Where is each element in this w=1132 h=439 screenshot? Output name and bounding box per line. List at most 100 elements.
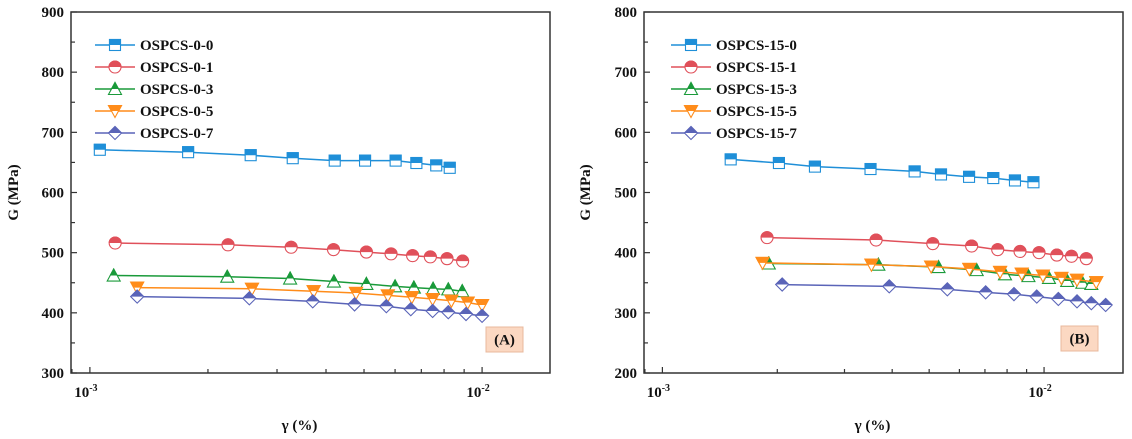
diamond-marker [458, 306, 474, 315]
legend-item: OSPCS-15-1 [671, 60, 797, 76]
circle-marker [760, 231, 774, 238]
data-point [406, 249, 420, 263]
legend-label: OSPCS-15-1 [716, 60, 797, 76]
data-point [443, 161, 456, 174]
y-tick-label: 700 [615, 65, 638, 81]
series-OSPCS-15-5 [755, 256, 1104, 290]
y-axis-title: G (MPa) [578, 164, 594, 220]
square-marker [724, 153, 737, 160]
legend-label: OSPCS-15-0 [716, 38, 797, 54]
data-point [1053, 271, 1069, 286]
triangle-down-marker [864, 258, 879, 265]
circle-marker [440, 252, 454, 259]
data-point [403, 301, 419, 317]
data-point [425, 292, 441, 307]
data-point [881, 279, 897, 294]
square-marker [286, 152, 299, 159]
square-marker [864, 162, 877, 170]
data-point [474, 298, 490, 313]
x-axis-title: γ (%) [854, 418, 891, 434]
diamond-marker [881, 279, 897, 287]
data-point [358, 154, 372, 167]
x-tick-exponent: -2 [1043, 383, 1051, 394]
y-tick-label: 200 [615, 366, 638, 382]
data-point [443, 294, 459, 309]
series-OSPCS-0-3 [106, 267, 470, 298]
legend-label: OSPCS-0-3 [140, 82, 213, 98]
legend-marker [684, 38, 698, 52]
data-point [460, 296, 476, 311]
y-tick-label: 600 [42, 186, 65, 202]
diamond-marker [978, 285, 993, 293]
circle-marker [284, 240, 298, 248]
square-marker [684, 38, 698, 45]
diamond-marker [774, 277, 790, 285]
data-point [1064, 249, 1079, 263]
series-OSPCS-15-7 [774, 277, 1113, 313]
triangle-down-marker [755, 256, 770, 263]
legend-label: OSPCS-0-5 [140, 104, 213, 120]
data-point [305, 294, 321, 309]
triangle-down-marker [107, 104, 123, 111]
square-marker [772, 156, 785, 164]
data-point [348, 286, 364, 301]
data-point [1014, 267, 1030, 282]
data-point [108, 236, 122, 250]
data-point [404, 291, 420, 305]
data-point [1084, 295, 1099, 311]
diamond-marker [1084, 295, 1099, 304]
series-OSPCS-0-7 [129, 289, 490, 324]
legend-item: OSPCS-15-5 [671, 104, 797, 120]
data-point [923, 260, 939, 275]
panel-label: (B) [1070, 332, 1090, 348]
data-point [808, 160, 821, 173]
data-point [286, 152, 299, 165]
diamond-marker [347, 297, 362, 305]
series-OSPCS-15-1 [760, 231, 1093, 266]
panel-label: (A) [494, 333, 515, 349]
data-point [760, 231, 774, 245]
data-point [182, 146, 195, 159]
diamond-marker [107, 125, 123, 133]
x-tick-label: 10-2 [466, 383, 489, 401]
data-point [978, 285, 993, 300]
square-marker [182, 146, 195, 153]
triangle-down-marker [244, 282, 260, 289]
legend-item: OSPCS-15-7 [671, 125, 797, 142]
triangle-up-marker [428, 281, 438, 289]
data-point [755, 256, 770, 271]
circle-marker [406, 249, 420, 256]
data-point [774, 277, 790, 292]
data-point [430, 159, 443, 172]
series-line [137, 286, 483, 306]
x-tick-base: 10 [466, 385, 481, 401]
diamond-marker [683, 125, 699, 133]
data-point [328, 154, 341, 167]
legend-item: OSPCS-0-5 [95, 104, 213, 120]
series-OSPCS-15-0 [724, 153, 1040, 189]
y-tick-label: 300 [42, 366, 65, 382]
data-point [425, 281, 441, 295]
data-point [326, 243, 341, 257]
circle-marker [108, 236, 122, 244]
diamond-marker [305, 294, 321, 302]
diamond-marker [1051, 291, 1066, 299]
square-marker [1008, 174, 1022, 181]
y-tick-label: 300 [615, 306, 638, 322]
diamond-marker [1029, 289, 1045, 297]
data-point [284, 240, 298, 254]
triangle-down-marker [306, 285, 322, 292]
series-line [99, 149, 450, 169]
data-point [441, 304, 456, 320]
circle-marker [1050, 248, 1064, 256]
data-point [1013, 244, 1027, 259]
data-point [306, 285, 322, 299]
data-point [93, 143, 106, 156]
diamond-marker [1069, 294, 1085, 302]
data-point [1032, 246, 1046, 260]
triangle-down-marker [1069, 273, 1085, 280]
data-point [772, 156, 785, 170]
legend-item: OSPCS-0-1 [95, 60, 213, 76]
